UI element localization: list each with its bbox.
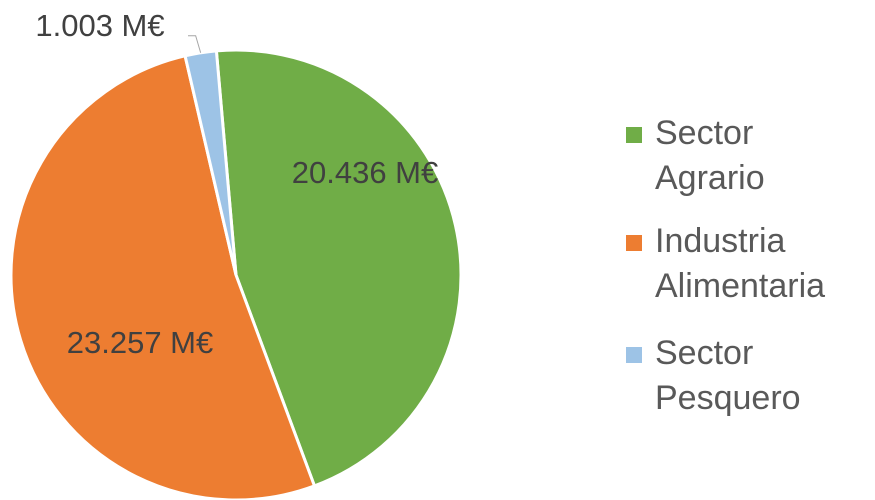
pie-slice — [9, 54, 317, 500]
legend-label: Industria Alimentaria — [655, 222, 825, 305]
leader-line — [188, 35, 202, 53]
data-label: 1.003 M€ — [35, 8, 164, 43]
legend-swatch — [626, 347, 642, 363]
legend-label: Sector Agrario — [655, 114, 765, 197]
legend-label: Sector Pesquero — [655, 334, 801, 417]
legend-swatch — [626, 235, 642, 251]
legend-swatch — [626, 127, 642, 143]
data-label: 20.436 M€ — [292, 155, 439, 190]
pie-slice — [214, 48, 463, 488]
data-label: 23.257 M€ — [67, 325, 214, 360]
